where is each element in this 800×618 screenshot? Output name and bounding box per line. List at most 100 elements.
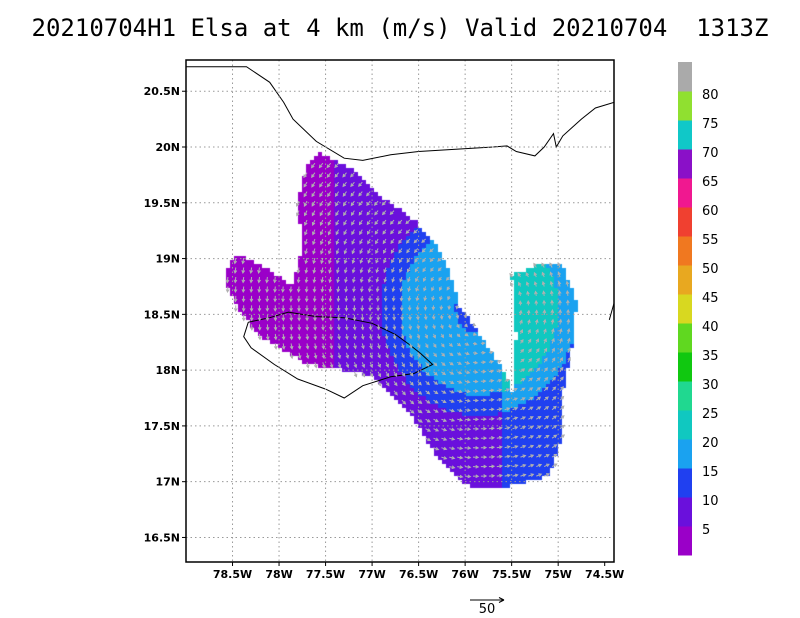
wind-vector	[456, 361, 463, 365]
wind-vector	[233, 267, 238, 275]
wind-vector	[415, 314, 420, 321]
wind-vector	[449, 408, 455, 413]
wind-vector	[327, 219, 332, 226]
wind-vector	[433, 399, 439, 404]
wind-vector	[391, 286, 396, 293]
wind-vector	[312, 295, 317, 303]
wind-vector	[289, 324, 294, 331]
wind-vector	[360, 305, 365, 312]
wind-vector	[329, 343, 334, 350]
wind-vector	[445, 276, 450, 281]
wind-vector	[369, 343, 373, 350]
wind-vector	[400, 333, 405, 340]
wind-vector	[525, 272, 530, 278]
wind-vector	[391, 257, 395, 264]
wind-vector	[441, 371, 447, 376]
wind-vector	[416, 333, 421, 340]
wind-vector	[304, 257, 309, 265]
wind-vector	[233, 276, 238, 284]
colorbar-label: 40	[702, 320, 719, 335]
wind-vector	[329, 333, 333, 341]
wind-vector	[425, 399, 431, 404]
wind-vector	[305, 314, 309, 322]
wind-vector	[319, 181, 324, 188]
wind-vector	[496, 435, 503, 440]
wind-vector	[327, 229, 332, 236]
wind-vector	[496, 359, 502, 364]
wind-vector	[559, 434, 566, 439]
wind-vector	[408, 333, 413, 340]
wind-vector	[433, 361, 438, 367]
wind-vector	[358, 219, 363, 226]
wind-vector	[543, 367, 548, 373]
wind-vector	[360, 286, 364, 293]
wind-vector	[472, 445, 480, 450]
wind-vector	[296, 286, 301, 293]
wind-vector	[296, 200, 300, 207]
wind-vector	[257, 333, 262, 341]
wind-vector	[319, 191, 324, 198]
wind-vector	[543, 454, 550, 458]
wind-vector	[326, 172, 332, 178]
x-tick-label: 74.5W	[585, 568, 624, 581]
wind-vector	[457, 370, 463, 375]
wind-vector	[550, 328, 555, 335]
wind-vector	[472, 379, 479, 384]
wind-vector	[534, 299, 539, 306]
wind-vector	[433, 428, 440, 432]
wind-vector	[528, 454, 535, 458]
wind-vector	[399, 257, 403, 264]
wind-vector	[334, 162, 339, 169]
wind-vector	[504, 416, 511, 421]
wind-vector	[366, 219, 371, 226]
wind-vector	[321, 343, 326, 350]
wind-vector	[536, 396, 542, 401]
wind-vector	[335, 229, 340, 236]
wind-vector	[457, 474, 464, 479]
wind-vector	[432, 324, 436, 330]
wind-vector	[480, 341, 486, 346]
wind-vector	[359, 229, 363, 236]
wind-vector	[472, 398, 479, 403]
wind-vector	[296, 267, 301, 274]
wind-vector	[374, 229, 379, 235]
wind-vector	[320, 305, 325, 312]
wind-vector	[488, 350, 494, 355]
wind-vector	[369, 362, 373, 369]
wind-vector	[543, 347, 548, 354]
wind-vector	[375, 276, 380, 283]
wind-vector	[449, 446, 456, 451]
x-tick-label: 76.5W	[399, 568, 438, 581]
wind-vector	[393, 371, 398, 377]
wind-vector	[423, 295, 427, 302]
wind-vector	[399, 286, 404, 293]
wind-vector	[352, 295, 357, 303]
wind-vector	[328, 295, 333, 303]
wind-vector	[551, 415, 558, 420]
wind-vector	[472, 332, 478, 336]
wind-vector	[351, 257, 356, 264]
y-axis-ticks: 16.5N 17N 17.5N 18N 18.5N 19N 19.5N 20N 20.5N	[144, 85, 186, 544]
wind-vector	[496, 388, 503, 392]
x-axis-ticks: 78.5W 78W 77.5W 77W 76.5W 76W 75.5W 75W 74.5W	[213, 562, 624, 581]
wind-vector	[457, 446, 464, 450]
wind-vector	[535, 328, 539, 335]
wind-vector	[399, 295, 404, 302]
wind-vector	[528, 367, 533, 373]
wind-vector	[504, 435, 511, 440]
wind-vector	[449, 399, 455, 403]
wind-vector	[343, 219, 347, 226]
colorbar-label: 25	[702, 407, 719, 422]
wind-vector	[289, 352, 294, 360]
wind-vector	[543, 386, 549, 392]
wind-vector	[320, 276, 325, 284]
wind-vector	[488, 360, 495, 364]
wind-vector	[449, 455, 456, 460]
wind-vector	[366, 229, 371, 235]
wind-vector	[465, 436, 472, 441]
wind-vector	[425, 380, 430, 386]
wind-vector	[361, 352, 365, 359]
wind-vector	[456, 342, 462, 347]
wind-vector	[533, 271, 538, 278]
wind-vector	[343, 229, 347, 236]
